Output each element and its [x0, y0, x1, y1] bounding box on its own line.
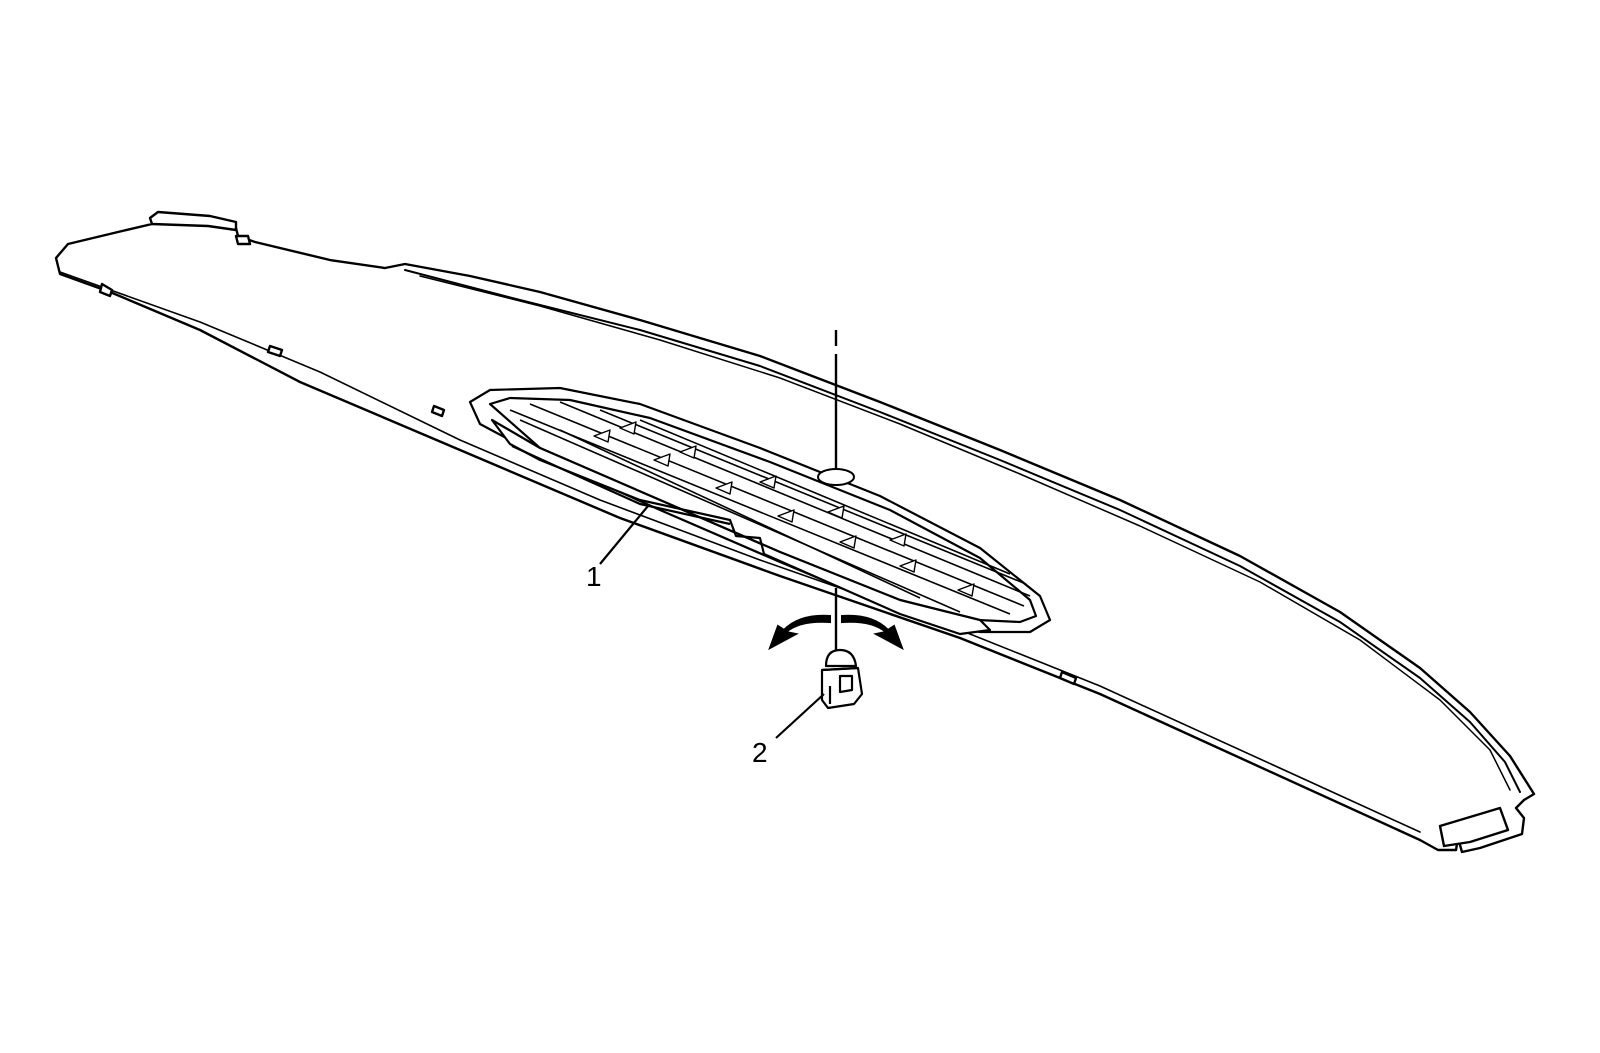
- sensor-bulb: [820, 648, 864, 710]
- bulb-dome: [824, 648, 858, 668]
- vent-louver-teeth: [593, 421, 975, 597]
- panel-tab-left: [98, 282, 114, 298]
- panel-tab-mid2: [430, 404, 446, 418]
- panel-tab-right: [1058, 670, 1078, 686]
- leader-line-2: [775, 693, 825, 739]
- defroster-vent-grille: [468, 386, 1052, 636]
- rotate-arrow-left: [768, 614, 831, 651]
- leader-lines: [599, 505, 825, 739]
- callout-2: 2: [752, 737, 768, 768]
- rotate-arrows-icon: [768, 614, 904, 651]
- leader-line-1: [599, 505, 649, 565]
- bulb-tab: [838, 674, 854, 694]
- vent-shroud-edge: [511, 445, 731, 526]
- panel-lower-edge: [59, 271, 1421, 833]
- bulb-ring: [821, 666, 859, 672]
- panel-ridge: [404, 269, 1521, 793]
- vent-louvers: [509, 401, 1031, 615]
- rotate-arrow-right: [841, 614, 904, 651]
- panel-left-tab: [148, 210, 238, 232]
- panel-end-clip: [1438, 806, 1510, 848]
- panel-ridge-inner: [419, 275, 1511, 791]
- callout-1: 1: [586, 561, 602, 592]
- panel-tab-mid1: [266, 344, 284, 358]
- vent-shroud: [490, 418, 992, 636]
- access-hole: [817, 468, 855, 486]
- panel-left-notch: [234, 234, 252, 246]
